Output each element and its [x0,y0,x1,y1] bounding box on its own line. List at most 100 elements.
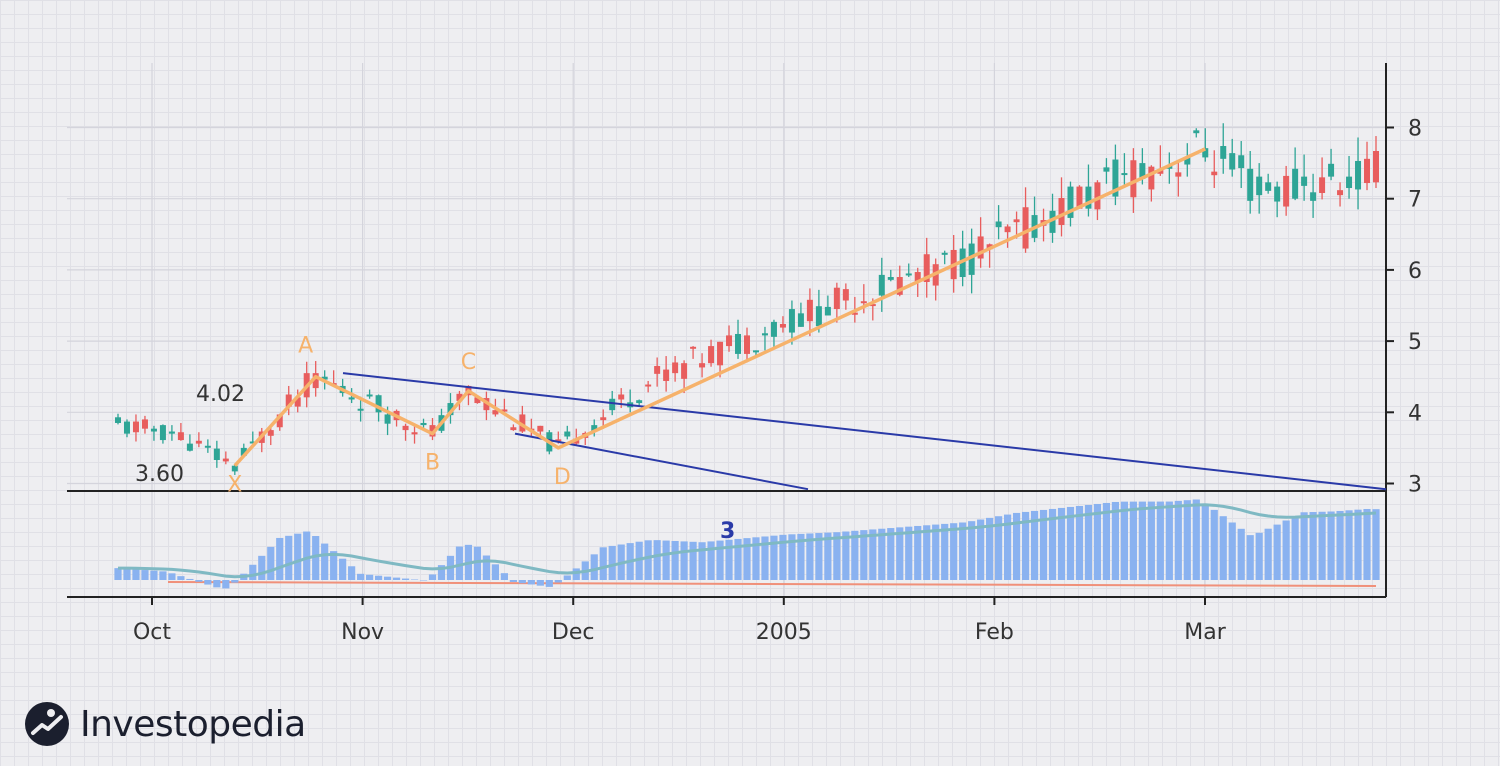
indicator-bar [563,575,571,580]
candle-body [1094,182,1101,210]
indicator-bar [1300,512,1308,580]
candle-body [1238,155,1245,169]
indicator-bar [707,541,715,580]
indicator-bar [177,576,185,580]
indicator-bar [1102,502,1111,580]
candle-body [645,384,652,387]
candle-body [1328,163,1335,177]
candle-body [510,427,517,431]
indicator-bar [770,535,778,580]
indicator-bar [1264,528,1272,580]
y-tick-label: 7 [1408,188,1422,213]
candle-body [977,236,984,259]
candle-body [1229,153,1236,170]
annotation-4-02: 4.02 [196,382,245,407]
chart-axes [67,63,1394,605]
candle-body [672,362,679,374]
indicator-bar [482,555,491,580]
indicator-bar [321,543,329,580]
indicator-bar [941,523,949,580]
indicator-bar [491,564,499,580]
indicator-bar [932,524,940,580]
indicator-bar [1255,532,1263,580]
candle-body [1004,226,1011,233]
x-tick-label: 2005 [756,620,812,645]
candle-body [1364,158,1371,184]
indicator-bar [1012,512,1021,580]
candle-body [1103,167,1110,172]
indicator-bar [851,530,859,580]
candle-body [366,394,373,397]
indicator-bar [285,535,293,580]
candle-body [806,299,813,322]
indicator-bar [1120,501,1128,580]
candle-body [681,363,688,379]
candle-body [860,301,867,304]
indicator-bar [761,536,769,580]
candle-body [141,419,148,429]
candle-body [1265,182,1272,191]
x-tick-label: Oct [133,620,171,645]
x-tick-labels: Oct Nov Dec 2005 Feb Mar [133,620,1227,645]
candle-body [240,447,247,456]
candle-body [456,393,463,401]
indicator-bar [536,580,544,586]
y-tick-label: 8 [1408,117,1422,142]
indicator-bar [1309,512,1317,580]
indicator-bar [1075,505,1084,580]
y-tick-label: 3 [1408,473,1422,498]
pattern-line [233,147,1207,467]
candle-body [321,376,328,380]
candle-body [726,335,733,347]
indicator-bar [824,532,832,580]
candle-body [501,409,508,412]
candle-body [591,425,598,431]
candle-body [770,321,777,337]
indicator-bar [249,564,257,580]
harmonic-pattern: X A B C D [227,147,1207,498]
indicator-bar [1138,501,1146,580]
indicator-bar [869,529,877,580]
indicator-bar [150,570,158,580]
candle-body [896,277,903,295]
channel-lower-line [514,432,809,491]
candle-body [941,252,948,255]
candle-body [402,425,409,431]
candle-body [492,410,499,415]
indicator-bar [698,542,706,580]
candle-body [249,441,256,444]
y-tick-labels: 3 4 5 6 7 8 [1408,117,1422,498]
candle-body [1076,186,1083,209]
candle-body [735,333,742,354]
candle-body [1220,146,1227,159]
indicator-bar [231,580,239,583]
indicator-bar [348,566,356,580]
candle-body [708,346,715,364]
candle-body [842,289,849,301]
candle-body [123,421,130,434]
candle-body [115,417,121,423]
indicator-bar [437,565,446,580]
indicator-bar [1111,501,1120,580]
candle-body [276,414,283,428]
indicator-bar [878,528,886,580]
indicator-bar [1093,503,1102,580]
indicator-bar [1174,500,1182,580]
pattern-label-b: B [425,451,440,476]
candle-body [1130,160,1137,198]
indicator-bar [1030,510,1039,580]
indicator-bar [1129,501,1137,580]
candle-body [474,397,481,404]
candle-body [186,443,193,451]
indicator-bar [842,531,850,580]
candle-body [824,306,831,316]
indicator-bar [222,580,230,589]
candle-body [1184,157,1191,165]
candle-body [168,431,175,434]
candle-body [869,304,876,307]
indicator-bar [428,574,437,580]
candle-body [833,287,840,310]
indicator-bar [734,538,742,580]
candle-body [1247,168,1254,201]
